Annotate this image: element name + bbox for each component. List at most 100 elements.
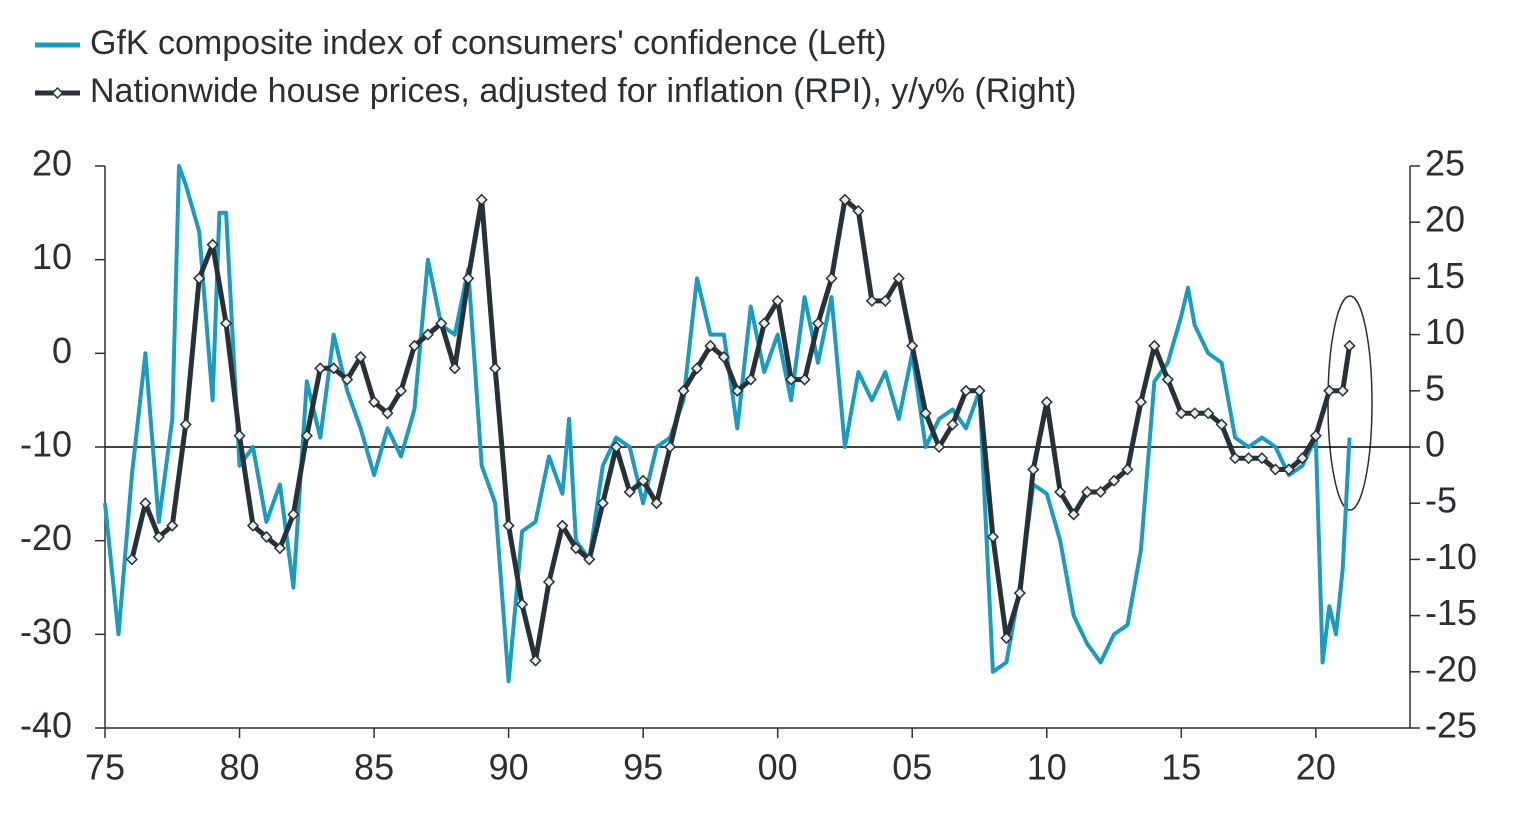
point-marker: [731, 384, 744, 397]
point-marker: [717, 351, 730, 364]
point-marker: [273, 542, 286, 555]
point-marker: [421, 328, 434, 341]
x-tick-label: 95: [623, 747, 663, 788]
point-marker: [623, 485, 636, 499]
point-marker: [1188, 407, 1201, 420]
point-marker: [462, 272, 475, 285]
x-tick-label: 90: [489, 747, 529, 788]
point-marker: [1040, 395, 1053, 409]
point-marker: [300, 429, 313, 442]
point-marker: [865, 294, 878, 307]
x-tick-label: 80: [220, 747, 260, 788]
y-tick-label: 20: [32, 143, 72, 184]
x-tick-label: 05: [892, 747, 932, 788]
x-tick-label: 75: [85, 747, 125, 788]
point-marker: [368, 395, 381, 409]
point-marker: [435, 317, 448, 330]
point-marker: [1013, 587, 1026, 600]
point-marker: [663, 440, 677, 454]
point-marker: [516, 598, 529, 611]
point-marker: [1215, 418, 1228, 431]
point-marker: [946, 418, 959, 431]
point-marker: [1081, 485, 1094, 499]
point-marker: [569, 542, 582, 555]
point-marker: [811, 317, 825, 330]
point-marker: [206, 238, 219, 251]
point-marker: [1242, 452, 1255, 465]
point-marker: [542, 575, 556, 588]
point-marker: [677, 384, 690, 397]
point-marker: [1094, 485, 1107, 499]
point-marker: [1067, 508, 1080, 521]
x-tick-label: 20: [1296, 747, 1336, 788]
point-marker: [650, 497, 663, 510]
point-marker: [1121, 463, 1134, 476]
point-marker: [1175, 407, 1188, 420]
x-tick-label: 00: [758, 747, 798, 788]
point-marker: [798, 373, 811, 386]
y2-tick-label: 25: [1425, 143, 1465, 184]
point-marker: [1107, 474, 1121, 487]
point-marker: [152, 530, 165, 543]
point-marker: [596, 497, 609, 510]
point-marker: [529, 654, 542, 667]
point-marker: [906, 339, 919, 352]
point-marker: [125, 553, 138, 566]
point-marker: [771, 294, 784, 307]
point-marker: [179, 418, 192, 431]
point-marker: [704, 339, 717, 352]
y-tick-label: -20: [20, 517, 72, 558]
point-marker: [341, 373, 354, 386]
point-marker: [1255, 452, 1269, 465]
point-marker: [287, 508, 300, 521]
point-marker: [1000, 632, 1013, 645]
point-marker: [583, 553, 596, 566]
point-marker: [381, 407, 394, 420]
y2-tick-label: -25: [1425, 705, 1477, 746]
point-marker: [1269, 463, 1282, 476]
y2-tick-label: 20: [1425, 199, 1465, 240]
point-marker: [327, 362, 340, 375]
y2-tick-label: 10: [1425, 311, 1465, 352]
point-marker: [394, 384, 408, 397]
y-tick-label: -10: [20, 424, 72, 465]
point-marker: [933, 440, 946, 454]
point-marker: [233, 429, 246, 442]
point-marker: [502, 519, 515, 532]
point-marker: [448, 362, 461, 375]
legend-label: Nationwide house prices, adjusted for in…: [90, 72, 1076, 110]
point-marker: [690, 362, 704, 375]
point-marker: [489, 362, 502, 375]
point-marker: [314, 362, 327, 375]
y-tick-label: -30: [20, 611, 72, 652]
y2-tick-label: -15: [1425, 592, 1477, 633]
series-line: [129, 197, 1352, 664]
point-marker: [1148, 339, 1161, 352]
point-marker: [879, 294, 892, 307]
point-marker: [892, 272, 905, 285]
y2-tick-label: -10: [1425, 536, 1477, 577]
point-marker: [744, 373, 757, 386]
point-marker: [166, 519, 179, 532]
point-marker: [959, 384, 973, 397]
y2-tick-label: 15: [1425, 255, 1465, 296]
highlight-ellipse: [1327, 295, 1373, 511]
y-tick-label: 10: [32, 236, 72, 277]
point-marker: [408, 339, 421, 352]
x-tick-label: 10: [1027, 747, 1067, 788]
point-marker: [838, 193, 852, 206]
x-tick-label: 85: [354, 747, 394, 788]
point-marker: [1134, 395, 1147, 409]
y-tick-label: 0: [52, 330, 72, 371]
point-marker: [1027, 463, 1040, 476]
legend-marker: [51, 86, 64, 100]
point-marker: [260, 530, 273, 543]
point-marker: [220, 317, 233, 330]
x-tick-label: 15: [1161, 747, 1201, 788]
point-marker: [825, 272, 838, 285]
y2-tick-label: 0: [1425, 424, 1445, 465]
point-marker: [1202, 407, 1215, 420]
y2-tick-label: 5: [1425, 367, 1445, 408]
